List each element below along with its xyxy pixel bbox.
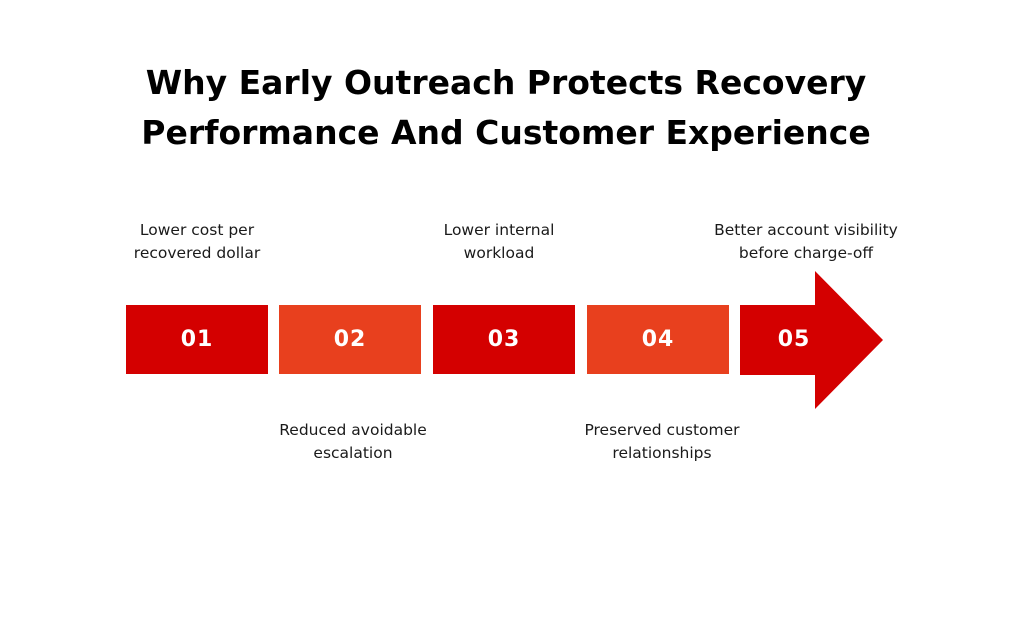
step-04-block: 04 — [587, 305, 729, 374]
step-01-label: Lower cost per recovered dollar — [133, 221, 261, 262]
step-04-label: Preserved customer relationships — [584, 421, 740, 462]
step-01-block: 01 — [126, 305, 268, 374]
page-title: Why Early Outreach Protects Recovery Per… — [0, 58, 1012, 158]
step-02-number: 02 — [333, 327, 367, 352]
step-05-label: Better account visibility before charge-… — [714, 221, 898, 262]
step-03-number: 03 — [487, 327, 521, 352]
step-05-arrow — [740, 271, 883, 409]
step-02-block: 02 — [279, 305, 421, 374]
step-01-number: 01 — [180, 327, 214, 352]
arrow-shape — [740, 271, 883, 409]
step-03-label: Lower internal workload — [443, 221, 555, 262]
step-05-block: 05 — [740, 305, 848, 374]
step-03-block: 03 — [433, 305, 575, 374]
title-line-1: Why Early Outreach Protects Recovery — [145, 63, 867, 102]
step-05-number: 05 — [777, 327, 811, 352]
step-02-label: Reduced avoidable escalation — [279, 421, 427, 462]
step-04-number: 04 — [641, 327, 675, 352]
title-line-2: Performance And Customer Experience — [141, 113, 871, 152]
